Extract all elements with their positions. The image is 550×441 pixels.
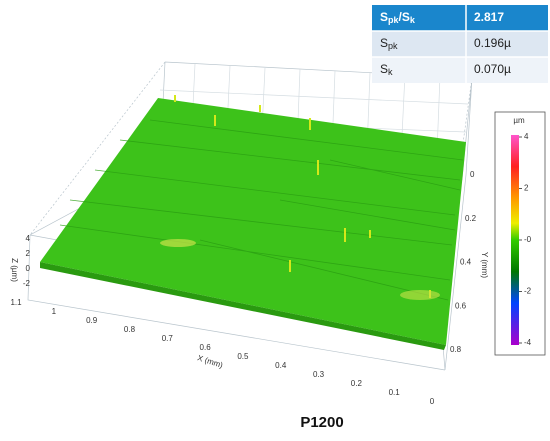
- colorbar-tick-label: -4: [524, 338, 532, 347]
- z-tick-label: 2: [26, 249, 31, 258]
- row-value: 0.070µ: [474, 62, 511, 76]
- x-axis-title: X (mm): [196, 353, 224, 370]
- subscript: k: [388, 67, 393, 77]
- y-tick-label: 0.2: [465, 214, 477, 223]
- colorbar-tick-label: 4: [524, 132, 529, 141]
- row-value: 0.196µ: [474, 36, 511, 50]
- z-tick-label: 4: [26, 234, 31, 243]
- x-tick-label: 0.5: [237, 352, 249, 361]
- surface: [40, 95, 466, 350]
- y-tick-label: 0: [470, 170, 475, 179]
- x-tick-label: 0.2: [351, 379, 363, 388]
- label-part: S: [380, 36, 388, 50]
- z-tick-label: 0: [26, 264, 31, 273]
- y-tick-label: 0.8: [450, 345, 462, 354]
- row-value: 2.817: [474, 10, 504, 24]
- z-axis-title: Z (µm): [10, 258, 19, 282]
- colorbar-unit: µm: [513, 116, 525, 125]
- x-tick-label: 0.6: [200, 343, 212, 352]
- x-tick-label: 0.3: [313, 370, 325, 379]
- row-label: Sk: [380, 62, 393, 77]
- z-tick-label: -2: [23, 279, 31, 288]
- row: [372, 57, 548, 83]
- label-part: S: [380, 10, 388, 24]
- row: [372, 31, 548, 57]
- label-part: S: [380, 62, 388, 76]
- label-part: /S: [399, 10, 410, 24]
- row-label: Spk: [380, 36, 398, 51]
- colorbar: µm: [494, 111, 546, 356]
- colorbar-tick-label: -0: [524, 235, 532, 244]
- x-tick-label: 0.4: [275, 361, 287, 370]
- x-tick-label: 0.7: [162, 334, 174, 343]
- x-tick-label: 0.1: [389, 388, 401, 397]
- colorbar-tick-label: 2: [524, 184, 529, 193]
- y-tick-label: 0.4: [460, 258, 472, 267]
- subscript: pk: [388, 41, 398, 51]
- row-label: Spk/Sk: [380, 10, 416, 25]
- stats-table: [372, 5, 548, 83]
- x-tick-label: 0.8: [124, 325, 136, 334]
- colorbar-tick-label: -2: [524, 287, 532, 296]
- subscript: pk: [388, 15, 399, 25]
- y-axis-title: Y (mm): [480, 252, 489, 278]
- header-row: [372, 5, 548, 31]
- subscript: k: [410, 15, 416, 25]
- x-tick-label: 0.9: [86, 316, 98, 325]
- caption: P1200: [300, 414, 343, 431]
- x-tick-label: 1.1: [10, 298, 22, 307]
- y-tick-label: 0.6: [455, 301, 467, 310]
- x-tick-label: 0: [430, 397, 435, 406]
- x-tick-label: 1: [52, 307, 57, 316]
